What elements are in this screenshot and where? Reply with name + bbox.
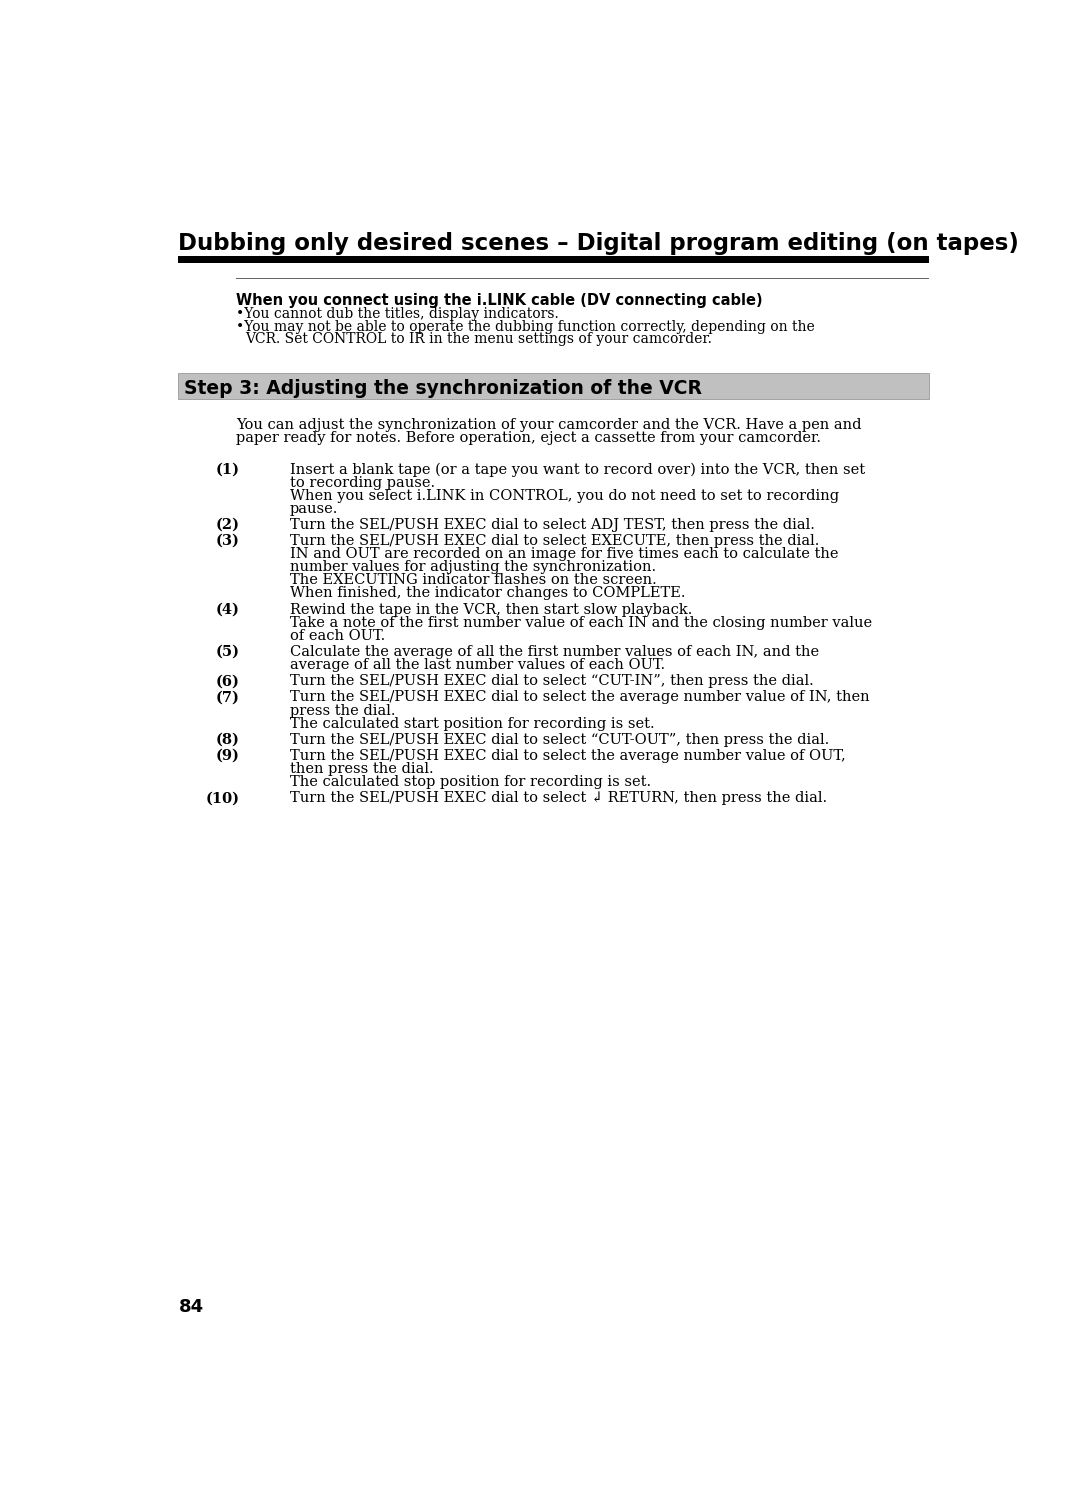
Text: press the dial.: press the dial. <box>291 703 395 718</box>
Text: The calculated start position for recording is set.: The calculated start position for record… <box>291 717 654 730</box>
Bar <box>177 257 930 263</box>
Text: (1): (1) <box>216 463 240 476</box>
Text: Turn the SEL/PUSH EXEC dial to select ↲ RETURN, then press the dial.: Turn the SEL/PUSH EXEC dial to select ↲ … <box>291 791 827 805</box>
Text: Rewind the tape in the VCR, then start slow playback.: Rewind the tape in the VCR, then start s… <box>291 603 692 617</box>
Text: average of all the last number values of each OUT.: average of all the last number values of… <box>291 658 665 672</box>
Text: Turn the SEL/PUSH EXEC dial to select EXECUTE, then press the dial.: Turn the SEL/PUSH EXEC dial to select EX… <box>291 534 820 548</box>
Text: (10): (10) <box>205 791 240 805</box>
Text: to recording pause.: to recording pause. <box>291 476 435 490</box>
Text: When you connect using the i.LINK cable (DV connecting cable): When you connect using the i.LINK cable … <box>235 293 762 308</box>
Text: •You may not be able to operate the dubbing function correctly, depending on the: •You may not be able to operate the dubb… <box>235 320 814 334</box>
Text: (5): (5) <box>216 645 240 658</box>
Text: •You cannot dub the titles, display indicators.: •You cannot dub the titles, display indi… <box>235 308 558 321</box>
Text: Take a note of the first number value of each IN and the closing number value: Take a note of the first number value of… <box>291 615 873 630</box>
Text: pause.: pause. <box>291 502 338 515</box>
Text: Turn the SEL/PUSH EXEC dial to select the average number value of IN, then: Turn the SEL/PUSH EXEC dial to select th… <box>291 690 869 705</box>
Text: Turn the SEL/PUSH EXEC dial to select “CUT-IN”, then press the dial.: Turn the SEL/PUSH EXEC dial to select “C… <box>291 675 813 688</box>
Text: The calculated stop position for recording is set.: The calculated stop position for recordi… <box>291 775 651 790</box>
Text: The EXECUTING indicator flashes on the screen.: The EXECUTING indicator flashes on the s… <box>291 573 657 587</box>
Text: Turn the SEL/PUSH EXEC dial to select the average number value of OUT,: Turn the SEL/PUSH EXEC dial to select th… <box>291 749 846 763</box>
Text: number values for adjusting the synchronization.: number values for adjusting the synchron… <box>291 560 657 575</box>
Text: (9): (9) <box>216 749 240 763</box>
Text: 84: 84 <box>179 1297 204 1315</box>
Text: You can adjust the synchronization of your camcorder and the VCR. Have a pen and: You can adjust the synchronization of yo… <box>235 418 861 431</box>
Text: VCR. Set CONTROL to IR in the menu settings of your camcorder.: VCR. Set CONTROL to IR in the menu setti… <box>245 333 712 346</box>
Text: Turn the SEL/PUSH EXEC dial to select “CUT-OUT”, then press the dial.: Turn the SEL/PUSH EXEC dial to select “C… <box>291 733 829 746</box>
Text: (2): (2) <box>216 518 240 532</box>
Text: Calculate the average of all the first number values of each IN, and the: Calculate the average of all the first n… <box>291 645 819 658</box>
Text: Dubbing only desired scenes – Digital program editing (on tapes): Dubbing only desired scenes – Digital pr… <box>177 231 1018 254</box>
Text: (8): (8) <box>216 733 240 746</box>
Text: paper ready for notes. Before operation, eject a cassette from your camcorder.: paper ready for notes. Before operation,… <box>235 431 821 445</box>
Text: When you select i.LINK in CONTROL, you do not need to set to recording: When you select i.LINK in CONTROL, you d… <box>291 488 839 503</box>
Text: IN and OUT are recorded on an image for five times each to calculate the: IN and OUT are recorded on an image for … <box>291 548 838 561</box>
Text: (7): (7) <box>216 690 240 705</box>
Text: (4): (4) <box>216 603 240 617</box>
Bar <box>177 373 930 400</box>
Text: (3): (3) <box>216 534 240 548</box>
Text: Step 3: Adjusting the synchronization of the VCR: Step 3: Adjusting the synchronization of… <box>184 379 702 399</box>
Text: Turn the SEL/PUSH EXEC dial to select ADJ TEST, then press the dial.: Turn the SEL/PUSH EXEC dial to select AD… <box>291 518 815 532</box>
Text: Insert a blank tape (or a tape you want to record over) into the VCR, then set: Insert a blank tape (or a tape you want … <box>291 463 865 476</box>
Text: When finished, the indicator changes to COMPLETE.: When finished, the indicator changes to … <box>291 587 686 600</box>
Text: (6): (6) <box>216 675 240 688</box>
Text: then press the dial.: then press the dial. <box>291 761 434 776</box>
Text: of each OUT.: of each OUT. <box>291 629 386 643</box>
